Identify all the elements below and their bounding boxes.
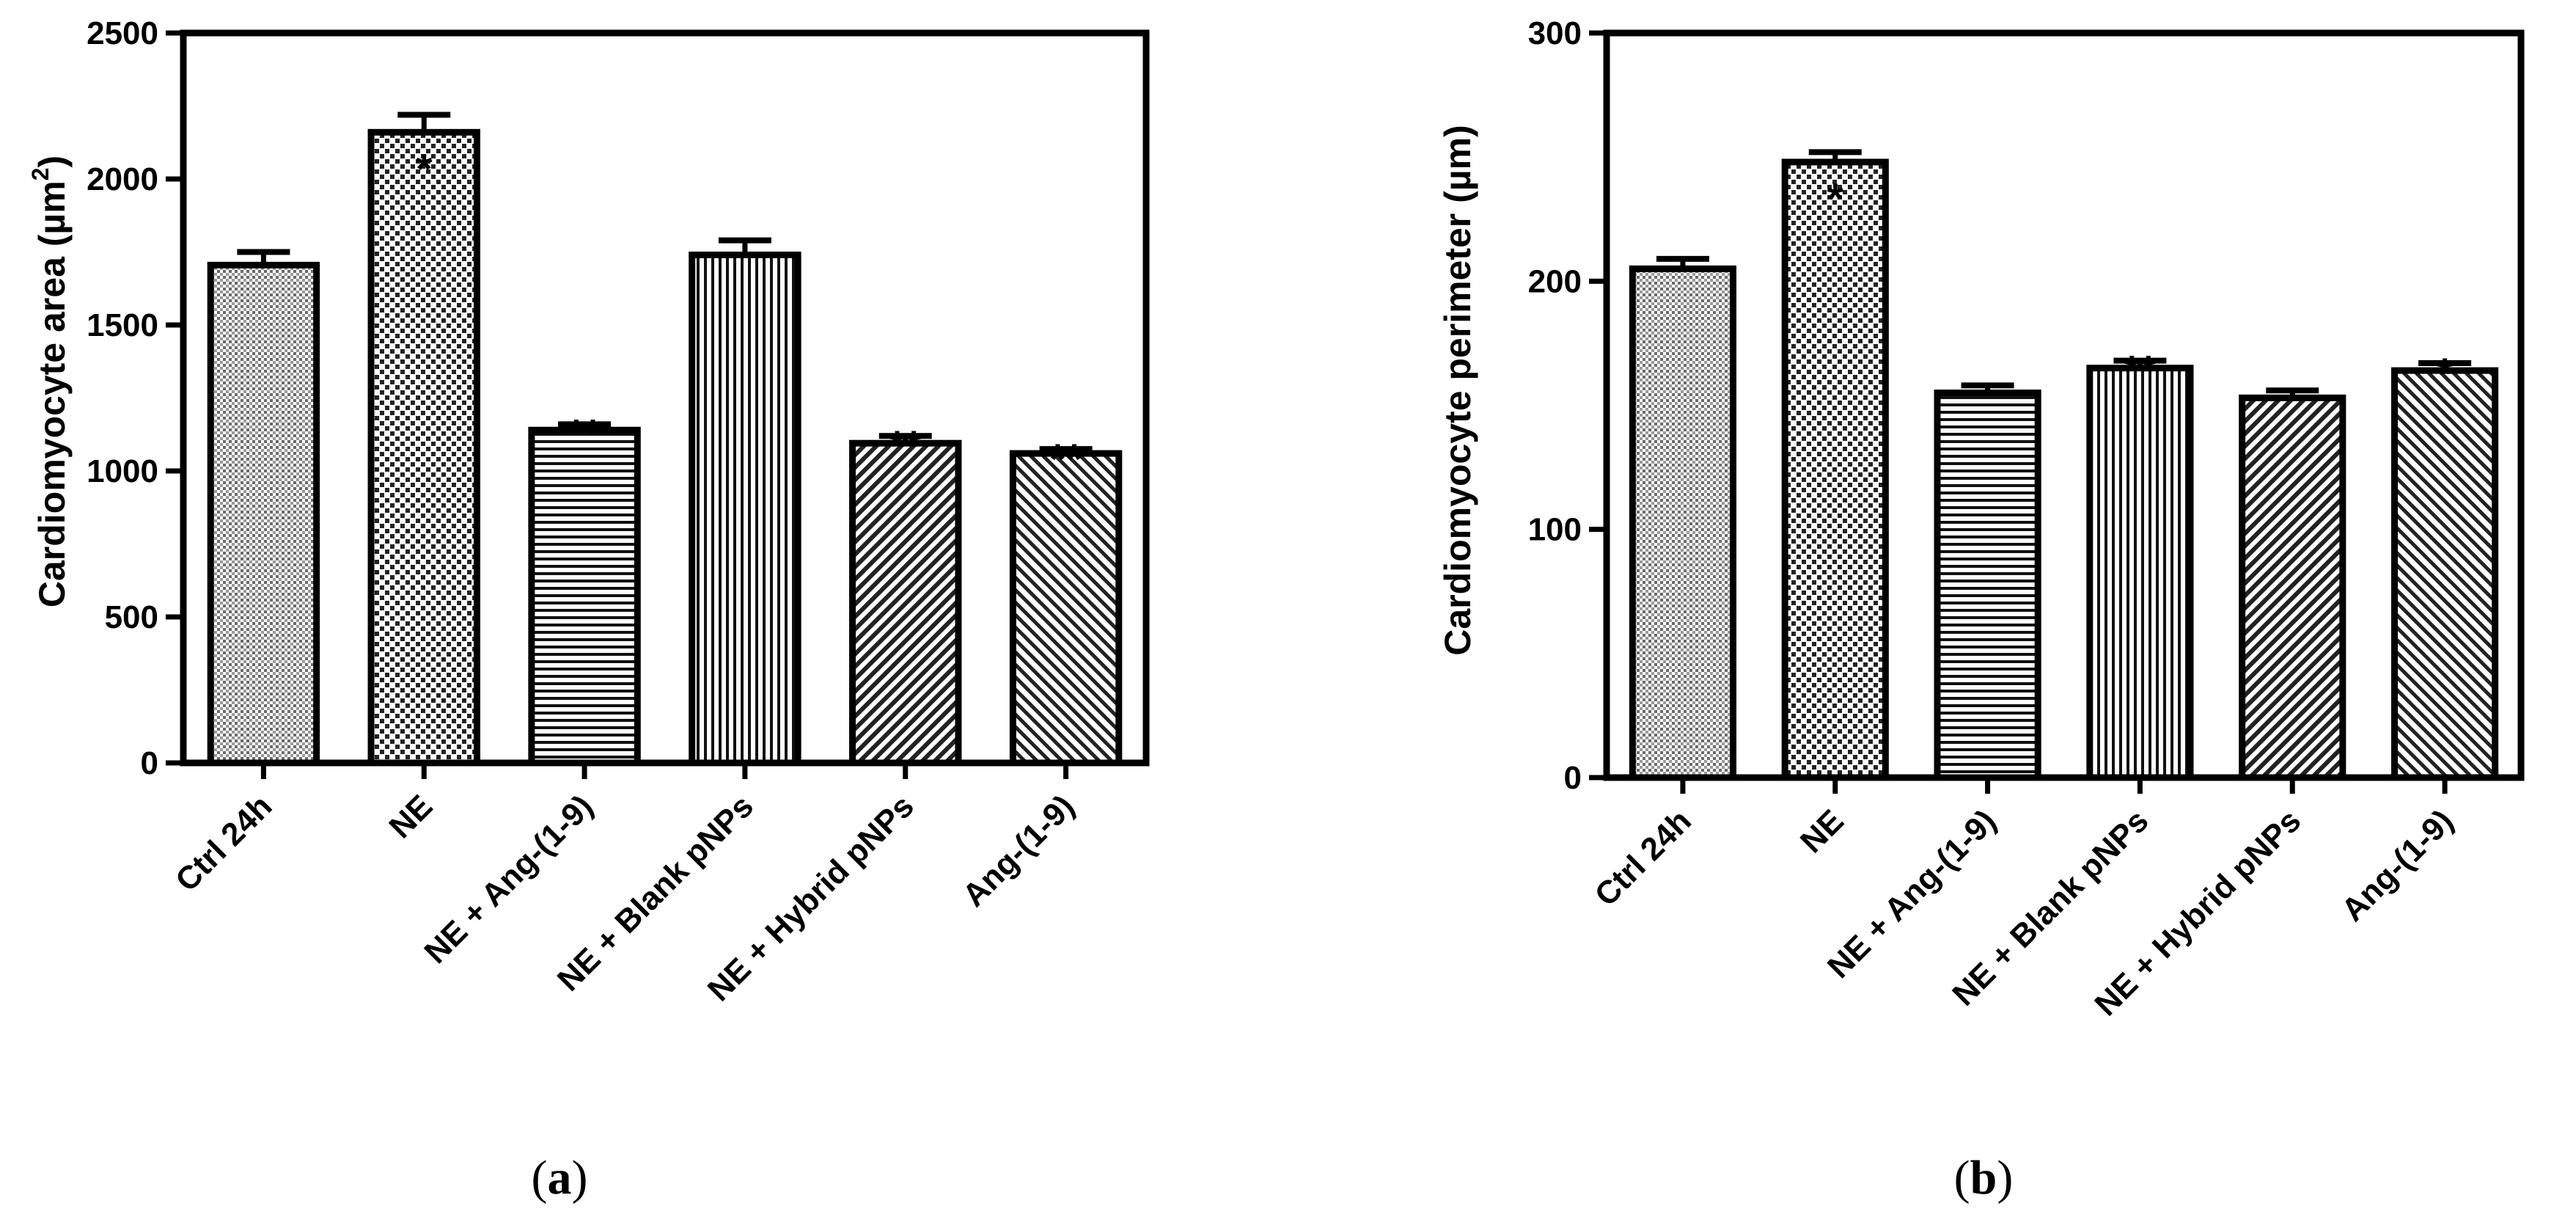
bar (689, 251, 801, 767)
significance-marker: * (416, 145, 433, 193)
significance-marker: ** (2124, 348, 2157, 395)
significance-marker: ** (1049, 436, 1083, 483)
chart-a: Cardiomyocyte area (µm2) 0 500 1000 1500 200… (27, 15, 1150, 1008)
significance-marker: ** (568, 411, 602, 458)
y-tick-label: 100 (1528, 512, 1582, 548)
panel-label-b: (b) (1954, 1151, 2014, 1205)
y-tick-label: 2500 (87, 15, 158, 51)
x-tick-label: Ctrl 24h (1588, 803, 1698, 913)
significance-marker: ** (889, 423, 922, 470)
bar (2390, 367, 2499, 781)
x-tick-label: Ang-(1-9) (955, 788, 1081, 913)
bar (528, 426, 641, 767)
bar (1934, 390, 2041, 781)
significance-marker: * (2437, 350, 2454, 398)
y-tick-label: 2000 (87, 161, 158, 197)
x-tick-label: NE + Ang-(1-9) (417, 788, 600, 971)
panel-label-a: (a) (532, 1151, 588, 1205)
y-tick-label: 1000 (87, 453, 158, 489)
y-axis-label: Cardiomyocyte perimeter (µm) (1437, 125, 1478, 655)
x-tick-label: Ctrl 24h (169, 788, 279, 898)
y-tick-label: 200 (1528, 263, 1582, 299)
y-tick-label: 300 (1528, 15, 1582, 51)
y-axis-label: Cardiomyocyte area (µm2) (27, 156, 73, 607)
x-tick-label: Ang-(1-9) (2335, 803, 2460, 928)
y-tick-label: 1500 (87, 307, 158, 343)
significance-marker: * (1827, 175, 1843, 223)
x-tick-label: NE (382, 788, 439, 845)
bar (207, 261, 320, 767)
bar (1009, 450, 1123, 767)
chart-b: Cardiomyocyte perimeter (µm) 0 100 200 300 C… (1437, 15, 2525, 1023)
bar (367, 128, 480, 767)
y-tick-label: 0 (141, 745, 158, 781)
bar (2239, 394, 2346, 781)
plot-frame (180, 29, 1150, 767)
bar (1629, 265, 1737, 781)
y-tick-label: 500 (105, 599, 158, 635)
bar (2086, 365, 2194, 781)
bar (849, 439, 962, 767)
y-tick-label: 0 (1564, 760, 1582, 796)
x-tick-label: NE (1794, 803, 1851, 860)
bar (1781, 158, 1889, 781)
plot-frame (1603, 29, 2525, 781)
